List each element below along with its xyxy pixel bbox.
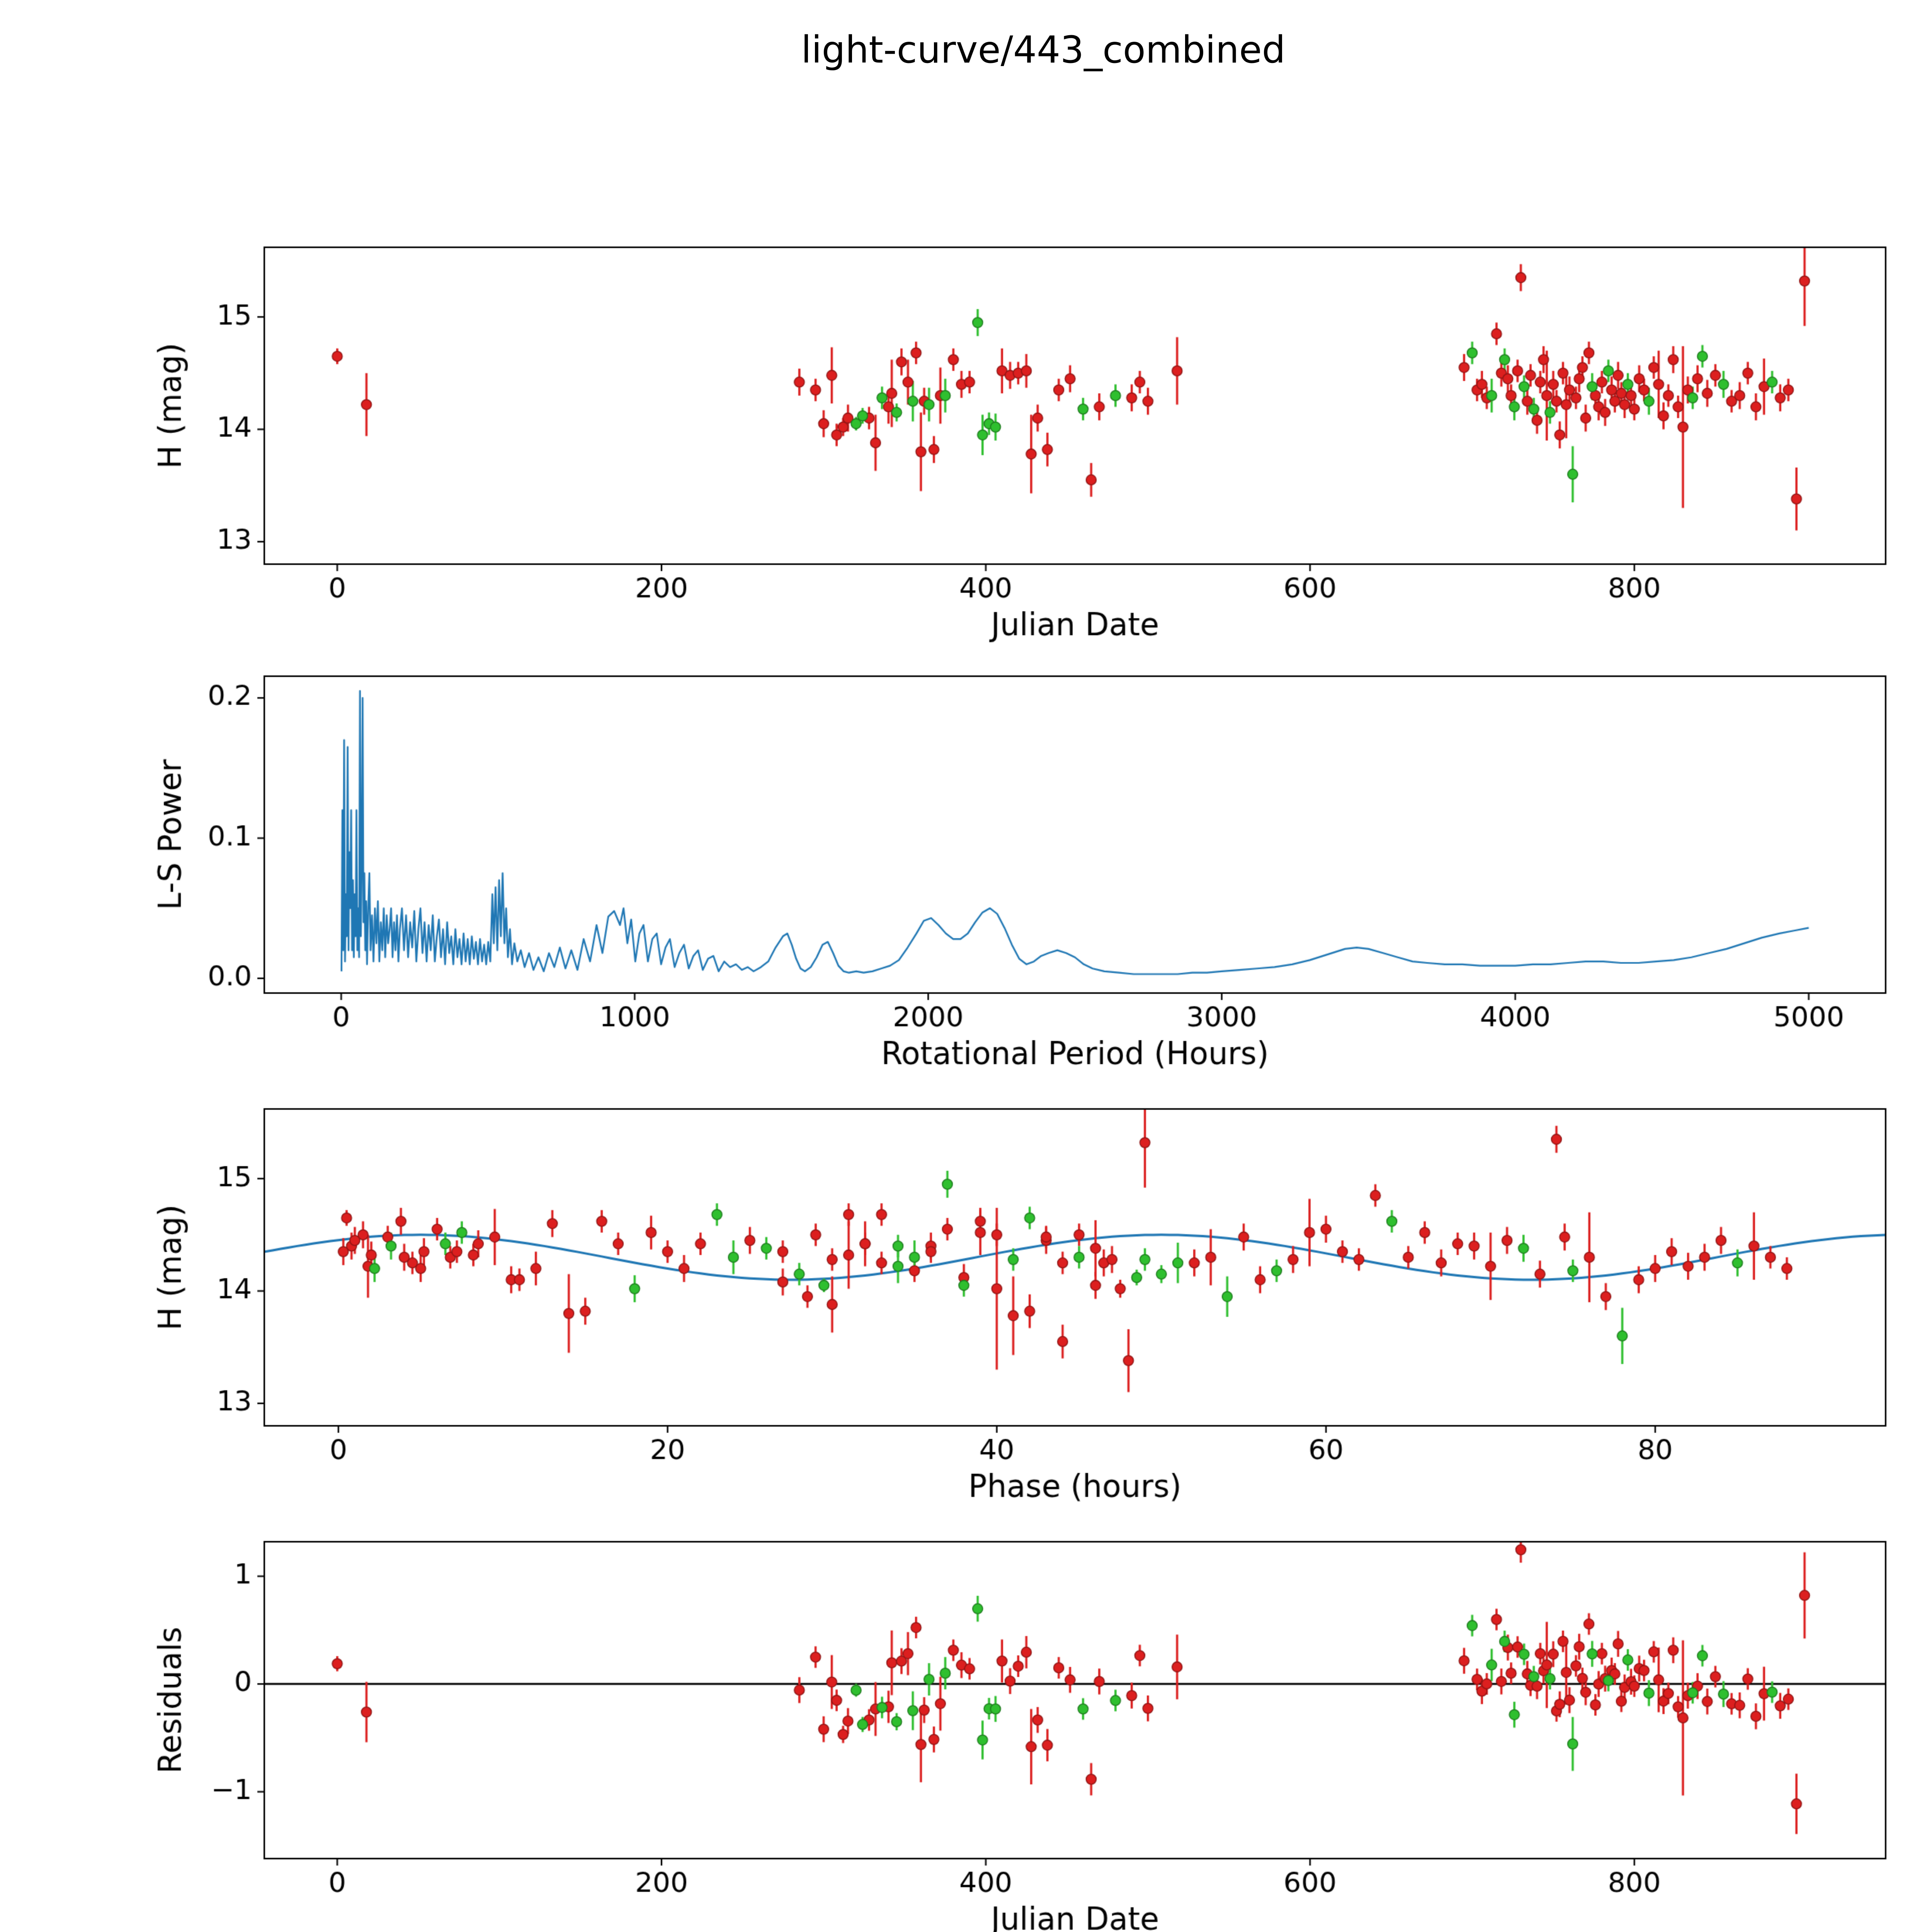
chart-title: light-curve/443_combined [801, 28, 1286, 71]
